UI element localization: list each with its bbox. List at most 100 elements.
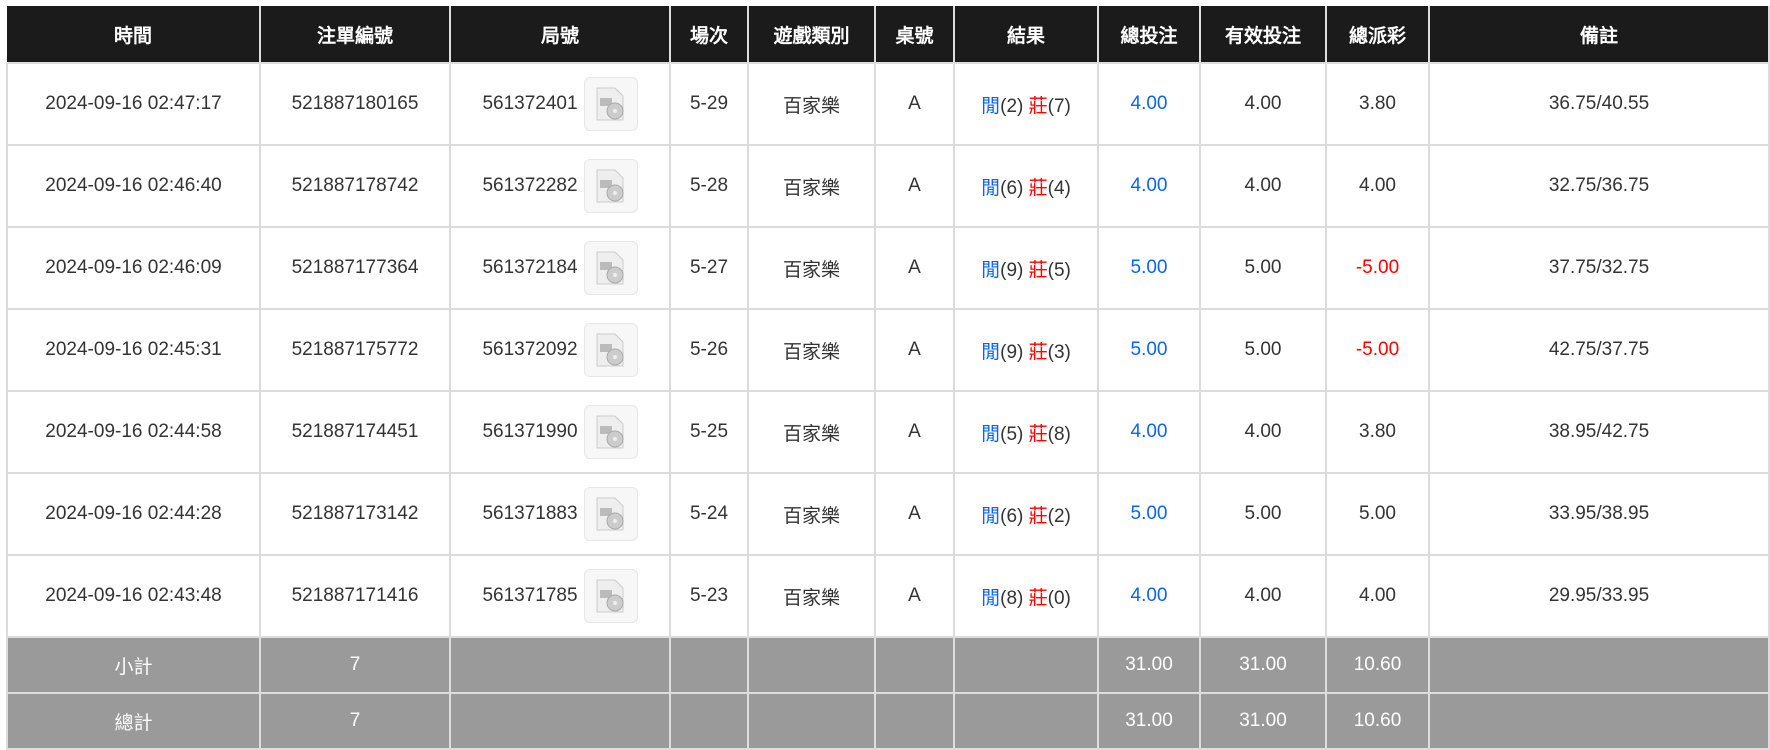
player-label: 閒 — [981, 423, 1001, 445]
round-id: 561372092 — [482, 339, 578, 361]
player-label: 閒 — [981, 341, 1001, 363]
bet-id: 521887178742 — [259, 144, 451, 228]
total-bet: 4.00 — [1097, 554, 1201, 638]
round-cell: 561371785 — [449, 554, 671, 638]
banker-label: 莊 — [1028, 423, 1048, 445]
note: 33.95/38.95 — [1428, 472, 1770, 556]
game-type: 百家樂 — [747, 308, 876, 392]
round-cell: 561371990 — [449, 390, 671, 474]
round-cell: 561372184 — [449, 226, 671, 310]
game-type: 百家樂 — [747, 144, 876, 228]
total-bet: 5.00 — [1097, 308, 1201, 392]
game-type: 百家樂 — [747, 62, 876, 146]
bet-time: 2024-09-16 02:44:58 — [6, 390, 261, 474]
bet-time: 2024-09-16 02:45:31 — [6, 308, 261, 392]
subtotal-payout: 10.60 — [1325, 636, 1430, 694]
table-no: A — [874, 554, 955, 638]
table-no: A — [874, 472, 955, 556]
total-bet: 5.00 — [1097, 472, 1201, 556]
video-replay-icon[interactable] — [583, 241, 638, 295]
table-row: 2024-09-16 02:44:58 521887174451 5613719… — [6, 390, 1770, 474]
subtotal-bet: 31.00 — [1097, 636, 1201, 694]
valid-bet: 4.00 — [1199, 554, 1327, 638]
player-score: (2) — [1000, 95, 1024, 117]
table-row: 2024-09-16 02:43:48 521887171416 5613717… — [6, 554, 1770, 638]
player-score: (8) — [1000, 587, 1024, 609]
payout: -5.00 — [1325, 226, 1430, 310]
player-score: (9) — [1000, 341, 1024, 363]
result: 閒(9) 莊(3) — [953, 308, 1099, 392]
table-row: 2024-09-16 02:46:09 521887177364 5613721… — [6, 226, 1770, 310]
valid-bet: 5.00 — [1199, 226, 1327, 310]
column-header: 桌號 — [875, 6, 955, 63]
payout: 4.00 — [1325, 554, 1430, 638]
table-header-row: 時間 注單編號 局號 場次 遊戲類別 桌號 結果 總投注 有效投注 總派彩 備註 — [7, 6, 1770, 63]
player-score: (6) — [1000, 177, 1024, 199]
total-bet: 5.00 — [1097, 226, 1201, 310]
subtotal-label: 小計 — [6, 636, 261, 694]
banker-label: 莊 — [1028, 341, 1048, 363]
bet-id: 521887177364 — [259, 226, 451, 310]
column-header: 場次 — [670, 6, 749, 63]
player-label: 閒 — [981, 587, 1001, 609]
banker-label: 莊 — [1028, 505, 1048, 527]
bet-id: 521887171416 — [259, 554, 451, 638]
player-label: 閒 — [981, 95, 1001, 117]
game-type: 百家樂 — [747, 390, 876, 474]
banker-score: (3) — [1047, 341, 1071, 363]
shoe: 5-29 — [669, 62, 749, 146]
total-label: 總計 — [6, 692, 261, 750]
total-bet: 4.00 — [1097, 390, 1201, 474]
table-row: 2024-09-16 02:47:17 521887180165 5613724… — [6, 62, 1770, 146]
note: 38.95/42.75 — [1428, 390, 1770, 474]
player-label: 閒 — [981, 259, 1001, 281]
total-count: 7 — [259, 692, 451, 750]
result: 閒(5) 莊(8) — [953, 390, 1099, 474]
banker-label: 莊 — [1028, 259, 1048, 281]
video-replay-icon[interactable] — [583, 487, 638, 541]
banker-score: (4) — [1047, 177, 1071, 199]
column-header: 有效投注 — [1200, 6, 1327, 63]
column-header: 備註 — [1429, 6, 1770, 63]
player-score: (6) — [1000, 505, 1024, 527]
valid-bet: 5.00 — [1199, 308, 1327, 392]
video-replay-icon[interactable] — [583, 159, 638, 213]
video-replay-icon[interactable] — [583, 569, 638, 623]
game-type: 百家樂 — [747, 226, 876, 310]
round-id: 561372282 — [482, 175, 578, 197]
bet-id: 521887174451 — [259, 390, 451, 474]
banker-label: 莊 — [1028, 95, 1048, 117]
result: 閒(6) 莊(4) — [953, 144, 1099, 228]
column-header: 注單編號 — [260, 6, 451, 63]
valid-bet: 5.00 — [1199, 472, 1327, 556]
payout: 3.80 — [1325, 62, 1430, 146]
game-type: 百家樂 — [747, 554, 876, 638]
bet-id: 521887173142 — [259, 472, 451, 556]
round-cell: 561372092 — [449, 308, 671, 392]
payout: 3.80 — [1325, 390, 1430, 474]
column-header: 遊戲類別 — [748, 6, 876, 63]
table-row: 2024-09-16 02:46:40 521887178742 5613722… — [6, 144, 1770, 228]
column-header: 總派彩 — [1326, 6, 1430, 63]
player-label: 閒 — [981, 505, 1001, 527]
column-header: 總投注 — [1098, 6, 1201, 63]
bet-time: 2024-09-16 02:43:48 — [6, 554, 261, 638]
bet-time: 2024-09-16 02:47:17 — [6, 62, 261, 146]
video-replay-icon[interactable] — [583, 323, 638, 377]
round-id: 561371883 — [482, 503, 578, 525]
video-replay-icon[interactable] — [583, 77, 638, 131]
round-id: 561372184 — [482, 257, 578, 279]
note: 29.95/33.95 — [1428, 554, 1770, 638]
bet-id: 521887175772 — [259, 308, 451, 392]
round-cell: 561372282 — [449, 144, 671, 228]
bet-time: 2024-09-16 02:44:28 — [6, 472, 261, 556]
video-replay-icon[interactable] — [583, 405, 638, 459]
result: 閒(6) 莊(2) — [953, 472, 1099, 556]
shoe: 5-23 — [669, 554, 749, 638]
payout: 4.00 — [1325, 144, 1430, 228]
subtotal-valid: 31.00 — [1199, 636, 1327, 694]
total-bet: 4.00 — [1097, 144, 1201, 228]
payout: -5.00 — [1325, 308, 1430, 392]
round-id: 561371785 — [482, 585, 578, 607]
column-header: 時間 — [7, 6, 261, 63]
